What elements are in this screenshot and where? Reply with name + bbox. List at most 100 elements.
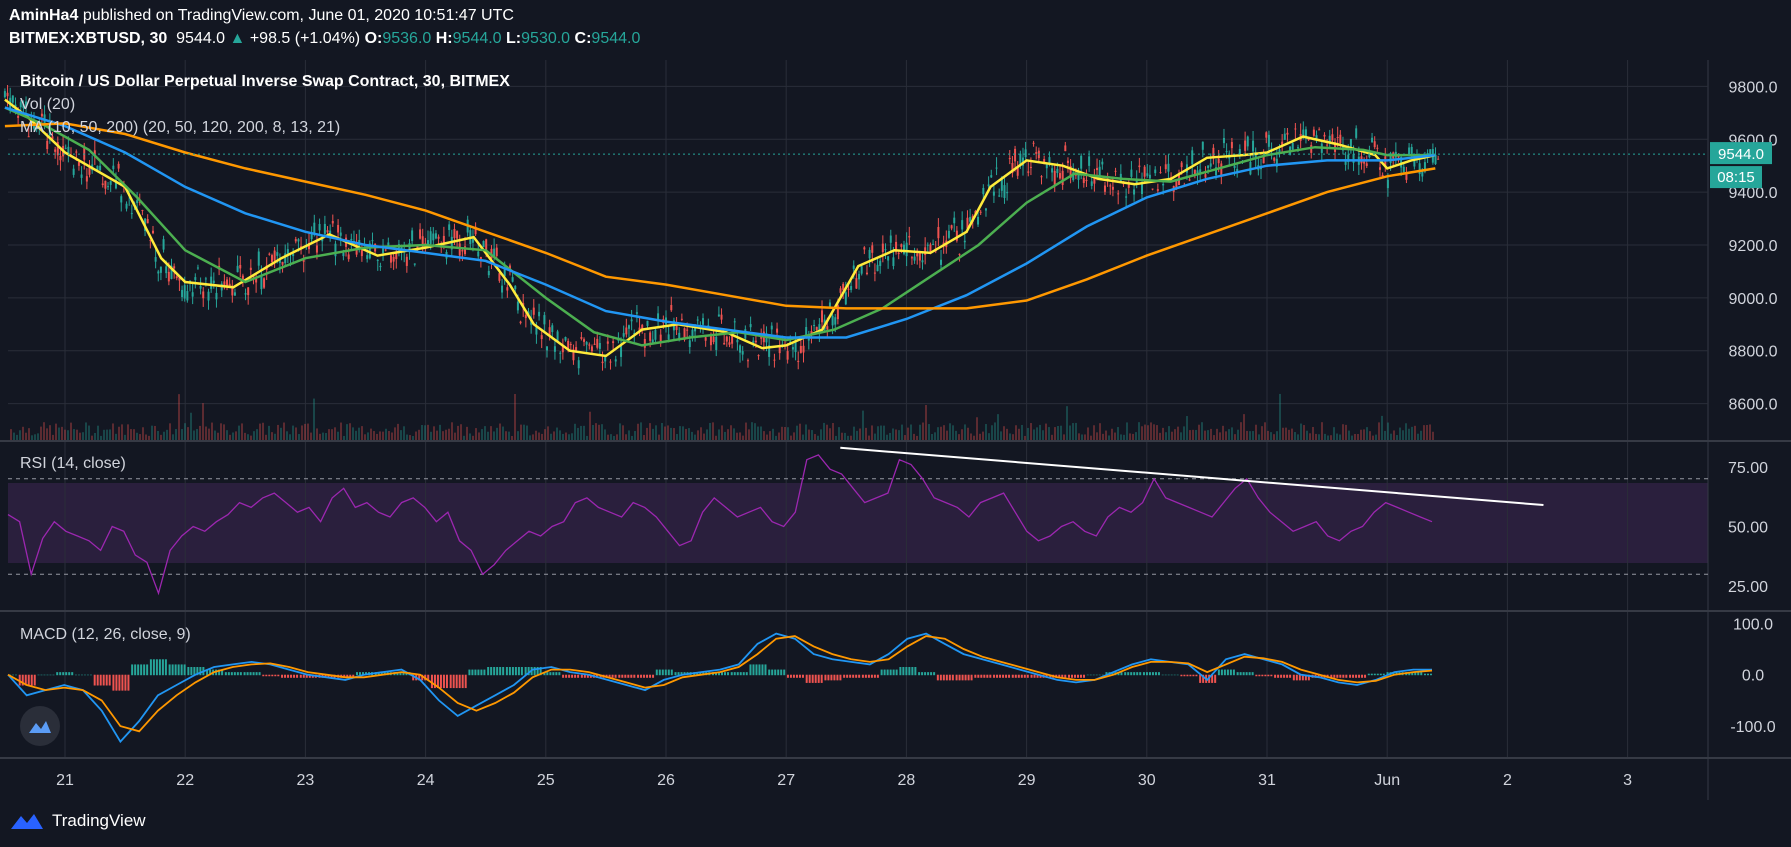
volume-bar: [916, 435, 918, 440]
macd-histogram-bar: [180, 664, 183, 676]
volume-bar: [463, 435, 465, 440]
candle-body: [717, 314, 720, 317]
tradingview-logo-button[interactable]: [20, 706, 60, 746]
volume-bar: [820, 429, 822, 440]
volume-bar: [1201, 422, 1203, 440]
volume-bar: [1030, 423, 1032, 440]
volume-bar: [1165, 432, 1167, 440]
footer-brand-label: TradingView: [52, 811, 146, 830]
price-change: +98.5 (+1.04%): [249, 30, 361, 47]
candle-body: [154, 257, 157, 262]
volume-bar: [922, 422, 924, 440]
candle-body: [728, 342, 731, 345]
volume-bar: [1246, 430, 1248, 440]
volume-bar: [877, 426, 879, 440]
macd-histogram-bar: [290, 674, 293, 678]
volume-bar: [1219, 432, 1221, 440]
volume-legend[interactable]: Vol (20): [20, 96, 76, 113]
volume-bar: [1120, 434, 1122, 440]
macd-histogram-bar: [724, 672, 726, 676]
candle-body: [109, 181, 112, 185]
candle-body: [1175, 181, 1178, 190]
volume-bar: [598, 424, 600, 440]
price-pane-title: Bitcoin / US Dollar Perpetual Inverse Sw…: [20, 73, 510, 90]
macd-histogram-bar: [1095, 674, 1098, 676]
candle-body: [852, 265, 855, 269]
volume-bar: [64, 429, 66, 440]
candle-body: [1151, 188, 1154, 190]
volume-bar: [961, 429, 963, 440]
volume-bar: [1117, 427, 1119, 440]
candle-body: [146, 219, 149, 224]
macd-histogram-bar: [21, 674, 24, 686]
macd-histogram-bar: [1039, 674, 1042, 678]
candle-body: [828, 302, 831, 307]
volume-bar: [1378, 422, 1380, 440]
candle-body: [1323, 134, 1326, 137]
rsi-y-tick-label: 75.00: [1728, 460, 1768, 477]
macd-histogram-bar: [801, 674, 804, 678]
candle-body: [170, 265, 173, 279]
candle-body: [776, 328, 779, 333]
candle-body: [977, 216, 980, 225]
volume-bar: [34, 434, 36, 440]
macd-histogram-bar: [1211, 674, 1214, 683]
candle-body: [1278, 149, 1281, 155]
candle-body: [1193, 169, 1196, 176]
volume-bar: [625, 434, 627, 440]
macd-histogram-bar: [377, 672, 380, 676]
macd-histogram-bar: [543, 672, 546, 676]
candle-body: [1032, 142, 1035, 144]
volume-bar: [274, 433, 276, 440]
candle-body: [6, 92, 9, 97]
volume-bar: [457, 425, 459, 440]
macd-histogram-bar: [46, 674, 49, 676]
macd-histogram-bar: [508, 667, 511, 676]
volume-bar: [277, 424, 279, 440]
volume-bar: [547, 426, 549, 440]
candle-body: [1286, 132, 1289, 135]
author-name[interactable]: AminHa4: [9, 7, 79, 24]
volume-bar: [931, 433, 933, 440]
macd-legend[interactable]: MACD (12, 26, close, 9): [20, 626, 191, 643]
candle-body: [876, 264, 879, 272]
volume-bar: [958, 434, 960, 440]
macd-histogram-bar: [308, 674, 311, 678]
macd-histogram-bar: [730, 672, 733, 676]
volume-bar: [637, 423, 639, 440]
volume-bar: [880, 425, 882, 440]
candle-body: [638, 327, 641, 331]
volume-bar: [181, 429, 183, 440]
macd-histogram-bar: [580, 674, 583, 678]
candle-body: [887, 256, 890, 261]
volume-bar: [187, 427, 189, 440]
volume-bar: [1297, 434, 1299, 440]
ma-legend[interactable]: MA (10, 50, 200) (20, 50, 120, 200, 8, 1…: [20, 119, 341, 136]
candle-body: [895, 241, 898, 253]
volume-bar: [775, 435, 777, 440]
y-tick-label: 9200.0: [1729, 238, 1778, 255]
candle-body: [580, 337, 583, 339]
candle-body: [622, 333, 625, 337]
volume-bar: [334, 427, 336, 440]
macd-histogram-bar: [12, 674, 14, 676]
candle-body: [551, 325, 554, 333]
footer-brand[interactable]: TradingView: [10, 811, 146, 831]
candle-body: [141, 210, 144, 212]
macd-histogram-bar: [667, 669, 670, 676]
rsi-legend[interactable]: RSI (14, close): [20, 455, 126, 472]
volume-bar: [343, 435, 345, 440]
macd-histogram-bar: [80, 674, 83, 676]
macd-histogram-bar: [445, 674, 448, 689]
candle-body: [1228, 156, 1231, 159]
macd-histogram-bar: [795, 674, 798, 678]
volume-bar: [943, 425, 945, 440]
volume-bar: [448, 428, 450, 440]
volume-bar: [1264, 422, 1266, 440]
macd-histogram-bar: [1367, 673, 1370, 676]
volume-bar: [673, 428, 675, 440]
high-label: H:: [435, 30, 453, 47]
volume-bar: [118, 426, 120, 440]
volume-bar: [94, 432, 96, 440]
